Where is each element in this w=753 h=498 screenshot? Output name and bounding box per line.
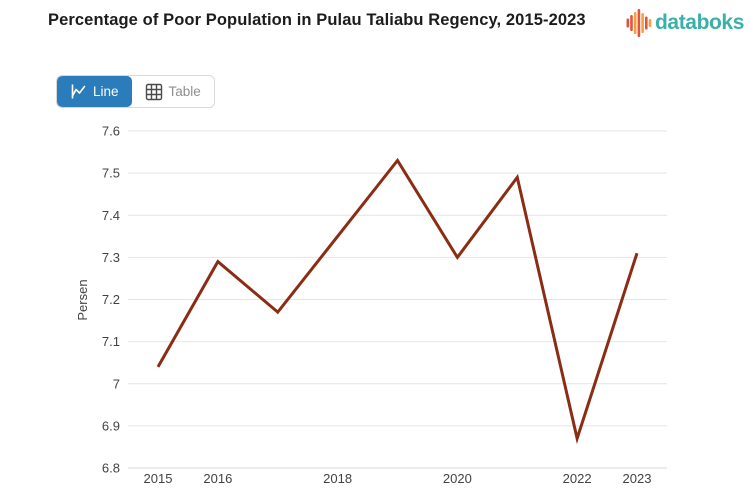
brand-bar	[633, 12, 637, 34]
databoks-bars-icon	[626, 9, 652, 37]
x-tick-label: 2022	[563, 471, 592, 486]
x-tick-label: 2018	[323, 471, 352, 486]
x-tick-label: 2020	[443, 471, 472, 486]
y-tick-label: 7.3	[102, 250, 120, 265]
line-view-label: Line	[93, 84, 119, 99]
y-axis-title: Persen	[75, 279, 90, 320]
x-tick-label: 2023	[623, 471, 652, 486]
brand-bar	[630, 15, 633, 31]
table-view-label: Table	[168, 84, 201, 99]
line-chart-icon	[70, 83, 87, 100]
y-tick-label: 7.4	[102, 208, 120, 223]
x-tick-label: 2015	[144, 471, 173, 486]
brand-bar	[648, 19, 652, 27]
chart-view-toggle: Line Table	[56, 75, 215, 108]
x-tick-label: 2016	[203, 471, 232, 486]
brand-bar	[641, 13, 644, 33]
y-tick-label: 7.5	[102, 166, 120, 181]
table-view-button[interactable]: Table	[131, 76, 214, 107]
series-line[interactable]	[156, 157, 639, 445]
y-tick-label: 7.2	[102, 292, 120, 307]
y-tick-label: 7.1	[102, 334, 120, 349]
y-tick-label: 6.9	[102, 418, 120, 433]
brand-name: databoks	[655, 11, 744, 34]
y-tick-label: 7	[113, 376, 120, 391]
brand-bar	[626, 18, 630, 28]
y-tick-label: 7.6	[102, 124, 120, 139]
table-icon	[145, 83, 163, 101]
line-view-button[interactable]: Line	[57, 76, 132, 107]
databoks-logo: databoks	[626, 8, 744, 38]
y-tick-label: 6.8	[102, 461, 120, 476]
brand-bar	[637, 9, 641, 37]
brand-bar	[645, 16, 648, 30]
page-title: Percentage of Poor Population in Pulau T…	[48, 11, 586, 29]
